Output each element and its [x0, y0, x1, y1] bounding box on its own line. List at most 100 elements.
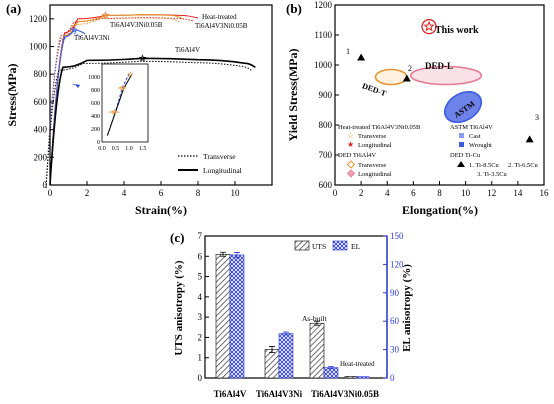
point-ti-cu-3 — [525, 135, 534, 143]
error-bar-el — [234, 252, 240, 258]
panel-a-inset: 0.0 0.5 1.0 1.5 0 200 400 600 800 1000 — [71, 63, 149, 152]
legend-b-group4-item3: 3. Ti-3.5Cu — [477, 171, 508, 178]
y2-tick-label: 0 — [390, 373, 395, 383]
inset-x-tick-label: 0.5 — [112, 146, 120, 152]
y-tick-label: 900 — [319, 90, 333, 100]
y2-tick-label: 120 — [390, 259, 404, 269]
y2-tick-label: 150 — [390, 231, 404, 241]
legend-b-group1-item2: Longitudinal — [358, 142, 392, 149]
star-icon: ☆ — [347, 131, 354, 140]
y-tick-label: 0 — [198, 373, 203, 383]
panel-a-ticks: 0 2 4 6 8 10 0 200 400 600 800 1000 1200 — [29, 14, 240, 198]
legend-uts-label: UTS — [312, 242, 326, 251]
panel-b: (b) 0 2 4 6 8 10 12 14 1660070080090010001100120… — [286, 0, 549, 217]
bar-el-heat-treated — [356, 376, 370, 379]
series-line-3 — [49, 57, 256, 186]
bar-el — [278, 333, 294, 379]
inset-y-tick-label: 1000 — [88, 75, 100, 81]
region-astm — [443, 90, 483, 124]
y-tick-label: 400 — [34, 125, 48, 135]
panel-c-annotation-heat-treated: Heat-treated — [340, 360, 375, 368]
inset-series-1 — [106, 74, 133, 136]
panel-a-annotation-alloy: Ti6Al4V3Ni0.05B — [110, 21, 163, 29]
x-tick-label: 2 — [85, 188, 90, 198]
inset-y-tick-label: 400 — [91, 114, 100, 120]
panel-a-ylabel: Stress(MPa) — [5, 63, 19, 126]
bar-uts — [309, 322, 325, 379]
inset-series-0 — [106, 73, 130, 136]
x-tick-label: 10 — [231, 188, 241, 198]
legend-b-group4-item2: 2. Ti-6.5Cu — [508, 162, 539, 169]
legend-uts-swatch — [294, 240, 310, 251]
panel-b-ylabel: Yield Stress(MPa) — [286, 49, 300, 142]
point-this-work — [423, 20, 435, 32]
series-marker-3 — [138, 54, 147, 62]
x-tick-label: 0 — [333, 188, 338, 198]
point-ti-cu-2 — [402, 74, 411, 82]
inset-marker — [111, 108, 118, 115]
x-tick-label: 14 — [513, 188, 523, 198]
panel-a-annotation-ht-alloy: Ti6Al4V3Ni0.05B — [195, 22, 248, 30]
triangle-icon — [457, 161, 465, 167]
panel-c-category-3: Ti6Al4V3Ni0.05B — [311, 389, 379, 399]
panel-b-annotation-ded-l: DED-L — [425, 61, 453, 71]
y-tick-label: 1200 — [29, 14, 48, 24]
y-tick-label: 0 — [43, 180, 48, 190]
legend-b-group4-title: DED Ti-Cu — [450, 152, 481, 159]
panel-b-point-label-2: 2 — [408, 64, 412, 73]
inset-y-tick-label: 600 — [91, 101, 100, 107]
legend-b-group3-title: ASTM Ti6Al4V — [450, 124, 493, 131]
x-tick-label: 16 — [540, 188, 550, 198]
error-bar-uts — [314, 320, 320, 326]
panel-a-tag: (a) — [6, 1, 21, 16]
legend-b-group2-title: DED Ti6Al4V — [338, 152, 376, 159]
panel-a-frame — [49, 4, 273, 186]
panel-a-legend: Transverse Longitudinal — [178, 152, 242, 175]
legend-longitudinal-label: Longitudinal — [203, 166, 242, 175]
square-icon — [459, 133, 464, 138]
panel-c-legend: UTS EL — [294, 240, 361, 251]
panel-a-inset-content: 0.0 0.5 1.0 1.5 0 200 400 600 800 1000 — [71, 71, 147, 152]
panel-b-points — [357, 18, 534, 143]
series-line-2 — [49, 29, 86, 186]
x-tick-label: 12 — [487, 188, 496, 198]
panel-c-ticks: 0 1 2 3 4 5 6 7 0 30 60 90 120 150 — [198, 231, 405, 383]
y-tick-label: 3 — [198, 312, 203, 322]
y-tick-label: 800 — [319, 120, 333, 130]
y-tick-label: 7 — [198, 231, 203, 241]
legend-b-group1-title: Heat-treated Ti6Al4V3Ni0.05B — [338, 124, 421, 131]
error-bar-el — [283, 331, 289, 336]
panel-a-annotation-ti6al4v: Ti6Al4V — [175, 46, 200, 54]
panel-a-annotations: Heat-treated Ti6Al4V3Ni0.05B Ti6Al4V3Ni0… — [74, 13, 248, 54]
panel-c-ylabel-right: EL anisotropy (%) — [401, 264, 413, 352]
bar-el — [229, 254, 245, 379]
panel-b-tag: (b) — [286, 1, 302, 16]
series-line-transverse-2 — [45, 32, 82, 189]
inset-marker — [127, 71, 134, 78]
star-filled-icon: ★ — [347, 140, 354, 149]
panel-c-category-2: Ti6Al4V3Ni — [256, 389, 303, 399]
series-line-transverse-0 — [45, 17, 195, 189]
inset-x-tick-label: 1.5 — [139, 146, 147, 152]
x-tick-label: 2 — [359, 188, 364, 198]
legend-b-group2-item2: Longitudinal — [358, 171, 392, 178]
error-bar-uts — [269, 346, 275, 354]
panel-b-point-label-1: 1 — [346, 47, 350, 56]
panel-b-regions — [374, 65, 483, 124]
panel-c-tag: (c) — [170, 230, 184, 245]
y-tick-label: 600 — [319, 180, 333, 190]
y-tick-label: 200 — [34, 152, 48, 162]
x-tick-label: 4 — [385, 188, 390, 198]
legend-transverse-label: Transverse — [203, 152, 236, 161]
y-tick-label: 600 — [34, 97, 48, 107]
inset-x-tick-label: 0.0 — [98, 146, 106, 152]
panel-c: (c) 0 1 2 3 4 5 6 7 0 30 60 90 120 150 UTS EL As-buil… — [170, 230, 413, 399]
inset-x-tick-label: 1.0 — [125, 146, 133, 152]
error-bar-uts — [220, 251, 226, 257]
y-tick-label: 2 — [198, 332, 203, 342]
y2-tick-label: 60 — [390, 316, 400, 326]
bar-uts — [215, 253, 231, 379]
legend-b-group3-item1: Cast — [469, 133, 481, 140]
